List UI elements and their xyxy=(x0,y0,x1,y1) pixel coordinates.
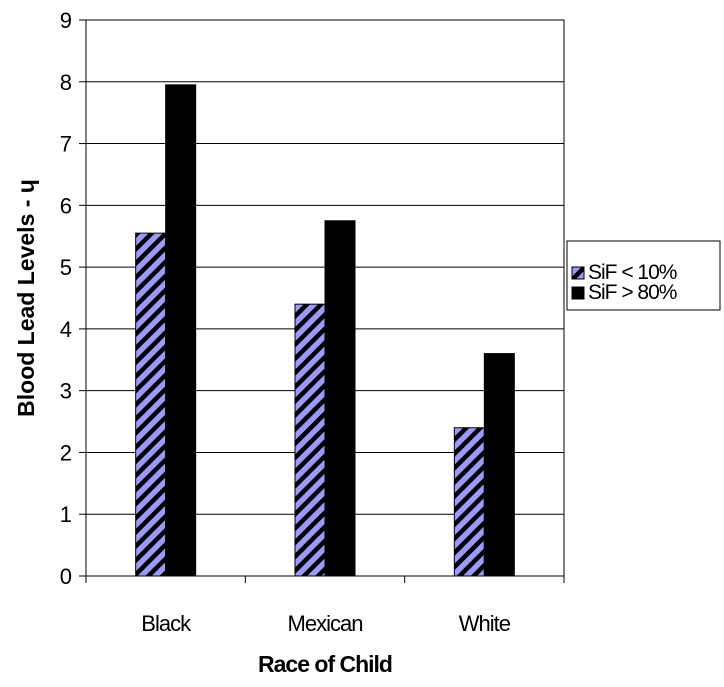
y-tick-labels: 0 1 2 3 4 5 6 7 8 9 xyxy=(60,8,72,589)
y-tick-label: 8 xyxy=(60,70,72,95)
bar-mexican-series-2 xyxy=(324,220,356,577)
legend: SiF < 10% SiF > 80% xyxy=(566,240,721,311)
plot-area-frame xyxy=(85,19,565,577)
legend-label-sif-over-80: SiF > 80% xyxy=(588,281,677,304)
legend-swatch-sif-over-80 xyxy=(571,286,585,300)
bar-white-series-1 xyxy=(453,427,485,577)
y-tick-label: 0 xyxy=(60,564,72,589)
y-axis-title: Blood Lead Levels - ɥ xyxy=(13,179,39,417)
y-tick-label: 4 xyxy=(60,317,72,342)
y-tick-label: 3 xyxy=(60,379,72,404)
bar-mexican-series-1 xyxy=(294,303,326,577)
x-axis-title: Race of Child xyxy=(258,651,392,677)
bars xyxy=(135,84,515,577)
y-tick-label: 7 xyxy=(60,132,72,157)
y-tick-label: 1 xyxy=(60,502,72,527)
y-tick-label: 6 xyxy=(60,193,72,218)
y-tick-label: 9 xyxy=(60,8,72,33)
axes xyxy=(79,19,565,583)
y-tick-label: 2 xyxy=(60,440,72,465)
x-tick-label: Black xyxy=(141,611,192,636)
x-tick-labels: Black Mexican White xyxy=(141,611,511,636)
bar-black-series-2 xyxy=(165,84,197,577)
legend-box xyxy=(566,240,721,311)
x-tick-label: Mexican xyxy=(288,611,363,636)
legend-label-sif-under-10: SiF < 10% xyxy=(588,261,677,284)
bar-black-series-1 xyxy=(135,232,167,577)
bar-white-series-2 xyxy=(483,353,515,577)
y-tick-label: 5 xyxy=(60,255,72,280)
x-tick-label: White xyxy=(459,611,511,636)
legend-swatch-sif-under-10 xyxy=(571,266,585,280)
